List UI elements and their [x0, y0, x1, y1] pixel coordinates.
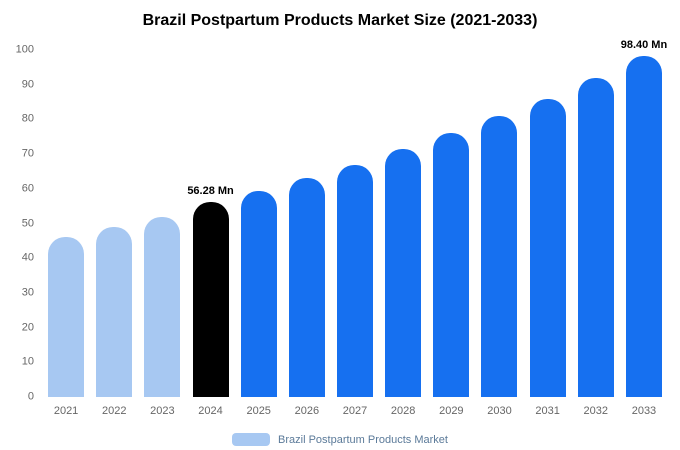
bar-2025	[240, 190, 277, 397]
bar-2028	[385, 148, 422, 397]
bar-slot: 56.28 Mn	[186, 50, 234, 397]
bar-slot	[572, 50, 620, 397]
bar-2029	[433, 133, 470, 397]
bar-slot: 98.40 Mn	[620, 39, 668, 397]
bar-2022	[96, 226, 133, 397]
y-tick-label: 10	[21, 355, 34, 368]
y-axis: 0 10 20 30 40 50 60 70 80 90 100	[12, 44, 42, 402]
y-tick-label: 30	[21, 286, 34, 299]
chart-title: Brazil Postpartum Products Market Size (…	[142, 12, 538, 29]
bar-slot	[235, 50, 283, 397]
legend-label: Brazil Postpartum Products Market	[278, 433, 448, 446]
x-tick-label: 2032	[583, 405, 609, 417]
bar-slot	[90, 50, 138, 397]
x-tick-label: 2028	[390, 405, 416, 417]
bar-value-label: 98.40 Mn	[620, 38, 668, 51]
x-tick-label: 2031	[535, 405, 560, 417]
x-tick-label: 2027	[342, 405, 368, 417]
legend-swatch-icon	[232, 433, 271, 446]
x-tick-label: 2023	[150, 405, 175, 417]
bar-2032	[577, 77, 614, 397]
bar-slot	[379, 50, 427, 397]
x-tick-label: 2026	[294, 405, 320, 417]
bars-container: 56.28 Mn 98.40 Mn	[42, 39, 668, 397]
x-axis: 2021 2022 2023 2024 2025 2026 2027 2028 2029 2030…	[42, 405, 668, 417]
y-tick-label: 40	[21, 251, 34, 264]
y-tick-label: 80	[21, 112, 34, 125]
x-tick-label: 2022	[101, 405, 127, 417]
y-tick-label: 20	[21, 321, 34, 334]
y-tick-label: 100	[15, 43, 34, 56]
y-tick-label: 90	[21, 78, 34, 91]
y-tick-label: 70	[21, 147, 34, 160]
y-tick-label: 60	[21, 182, 34, 195]
bar-slot	[427, 50, 475, 397]
bar-slot	[42, 50, 90, 397]
bar-slot	[475, 50, 523, 397]
bar-slot	[331, 50, 379, 397]
chart-body: 0 10 20 30 40 50 60 70 80 90 100 56.28 Mn 98.40 Mn …	[0, 30, 680, 417]
bar-2024: 56.28 Mn	[187, 185, 234, 397]
plot-area: 56.28 Mn 98.40 Mn 2021 2022 2023 2024 2025 202…	[42, 39, 668, 417]
bar-slot	[524, 50, 572, 397]
bar-slot	[138, 50, 186, 397]
x-tick-label: 2024	[198, 405, 223, 417]
bar-value-label: 56.28 Mn	[187, 184, 234, 197]
bar-2031	[529, 98, 566, 397]
x-tick-label: 2025	[246, 405, 271, 417]
bar-2021	[48, 237, 85, 397]
bar-2027	[337, 164, 374, 397]
y-tick-label: 0	[27, 390, 34, 403]
bar-2023	[144, 216, 181, 397]
legend: Brazil Postpartum Products Market	[0, 433, 680, 446]
x-tick-label: 2030	[487, 405, 512, 417]
bar-2033: 98.40 Mn	[621, 39, 667, 397]
x-tick-label: 2021	[53, 405, 79, 417]
bar-2030	[481, 115, 518, 397]
bar-slot	[283, 50, 331, 397]
x-tick-label: 2033	[631, 405, 657, 417]
y-tick-label: 50	[21, 217, 34, 229]
bar-2026	[288, 178, 325, 397]
x-tick-label: 2029	[439, 405, 464, 417]
